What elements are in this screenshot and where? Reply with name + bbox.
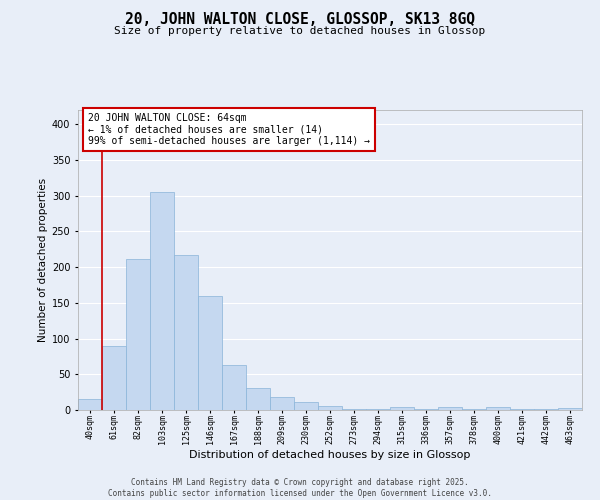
Text: Size of property relative to detached houses in Glossop: Size of property relative to detached ho…: [115, 26, 485, 36]
Bar: [486, 407, 510, 410]
Bar: [126, 258, 150, 410]
Bar: [78, 400, 102, 410]
Y-axis label: Number of detached properties: Number of detached properties: [38, 178, 47, 342]
Bar: [342, 408, 366, 410]
Bar: [390, 407, 414, 410]
Bar: [558, 408, 582, 410]
Bar: [246, 388, 270, 410]
Bar: [174, 255, 198, 410]
Bar: [102, 346, 126, 410]
Bar: [438, 407, 462, 410]
Bar: [294, 402, 318, 410]
Bar: [270, 397, 294, 410]
Bar: [150, 192, 174, 410]
Bar: [222, 365, 246, 410]
Bar: [318, 406, 342, 410]
Text: 20, JOHN WALTON CLOSE, GLOSSOP, SK13 8GQ: 20, JOHN WALTON CLOSE, GLOSSOP, SK13 8GQ: [125, 12, 475, 28]
Text: Contains HM Land Registry data © Crown copyright and database right 2025.
Contai: Contains HM Land Registry data © Crown c…: [108, 478, 492, 498]
X-axis label: Distribution of detached houses by size in Glossop: Distribution of detached houses by size …: [190, 450, 470, 460]
Text: 20 JOHN WALTON CLOSE: 64sqm
← 1% of detached houses are smaller (14)
99% of semi: 20 JOHN WALTON CLOSE: 64sqm ← 1% of deta…: [88, 113, 370, 146]
Bar: [198, 296, 222, 410]
